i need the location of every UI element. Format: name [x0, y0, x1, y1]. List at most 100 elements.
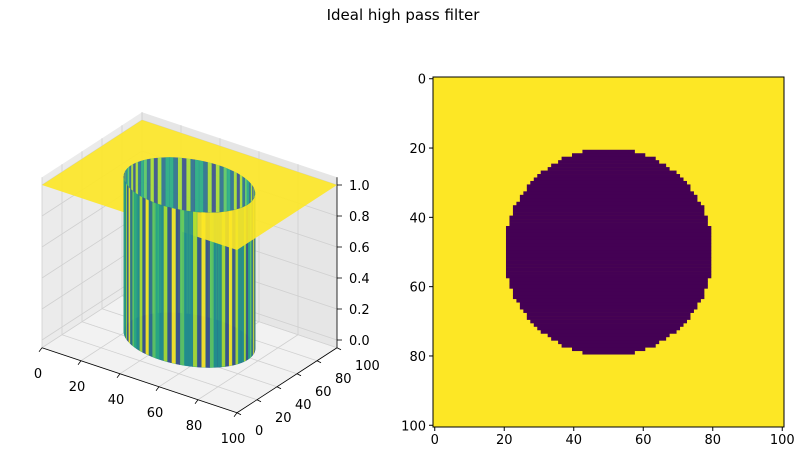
- heatmap-row-segment: [505, 236, 712, 241]
- heatmap-row-segment: [582, 350, 635, 355]
- heatmap-row-segment: [505, 229, 712, 234]
- heatmap-row-segment: [530, 180, 687, 185]
- x-tick-label: 0: [431, 433, 439, 448]
- x-tick-label: 60: [635, 433, 652, 448]
- heatmap-row-segment: [519, 194, 698, 199]
- heatmap-row-segment: [512, 205, 705, 209]
- heatmap-row-segment: [516, 298, 701, 303]
- surface-mesh: [42, 120, 337, 368]
- heatmap-row-segment: [505, 232, 712, 237]
- floor-grid-y: [61, 334, 258, 401]
- heatmap-row-segment: [547, 167, 670, 171]
- heatmap-row-segment: [505, 246, 712, 251]
- heatmap-row-segment: [505, 243, 712, 248]
- y-tick-label: 60: [409, 281, 426, 296]
- y-tick-mark: [256, 399, 262, 403]
- heatmap-row-segment: [547, 333, 670, 338]
- x-tick-label: 100: [221, 432, 246, 447]
- y-tick-mark: [236, 412, 242, 416]
- heatmap-row-segment: [558, 160, 660, 164]
- heatmap-row-segment: [526, 312, 691, 317]
- heatmap-row-segment: [505, 274, 712, 279]
- heatmap-row-segment: [551, 163, 667, 168]
- x-tick-label: 40: [565, 433, 582, 448]
- heatmap-row-segment: [512, 208, 705, 213]
- x-tick-mark: [77, 360, 82, 365]
- x-tick-label: 100: [770, 433, 795, 448]
- heatmap-row-segment: [523, 309, 694, 313]
- y-tick-label: 40: [295, 398, 312, 413]
- 3d-axis-lines: [41, 177, 338, 414]
- heatmap-row-segment: [509, 215, 708, 220]
- y-tick-label: 20: [275, 411, 292, 426]
- heatmap-row-segment: [526, 184, 691, 189]
- heatmap-row-segment: [540, 170, 677, 175]
- y-tick-label: 100: [401, 419, 426, 434]
- y-tick-label: 80: [335, 372, 352, 387]
- heatmap-row-segment: [509, 284, 708, 289]
- y-tick-label: 0: [255, 424, 263, 439]
- heatmap-row-segment: [509, 281, 708, 286]
- z-tick-label: 0.2: [349, 303, 370, 318]
- heatmap-row-segment: [533, 177, 684, 182]
- y-tick-label: 80: [409, 350, 426, 365]
- heatmap-row-segment: [582, 149, 635, 154]
- y-tick-label: 0: [418, 73, 426, 88]
- x-tick-mark: [38, 347, 43, 352]
- x-tick-label: 20: [496, 433, 513, 448]
- z-tick-label: 1.0: [349, 179, 370, 194]
- heatmap-row-segment: [519, 302, 698, 307]
- x-tick-label: 60: [147, 406, 164, 421]
- heatmap-row-segment: [516, 201, 701, 206]
- heatmap-row-segment: [512, 212, 705, 216]
- heatmap-row-segment: [512, 295, 705, 300]
- heatmap-row-segment: [572, 347, 646, 352]
- heatmap-row-segment: [505, 267, 712, 272]
- figure-title: Ideal high pass filter: [326, 6, 480, 24]
- heatmap-row-segment: [533, 323, 684, 327]
- heatmap-row-segment: [505, 271, 712, 275]
- y-tick-label: 100: [355, 359, 380, 374]
- heatmap-row-segment: [537, 326, 681, 331]
- heatmap-row-segment: [505, 260, 712, 265]
- heatmap-row-segment: [519, 305, 698, 310]
- heatmap-row-segment: [505, 257, 712, 261]
- x-tick-mark: [155, 386, 160, 391]
- heatmap-row-segment: [537, 174, 681, 178]
- heatmap-row-segment: [505, 264, 712, 268]
- heatmap-row-segment: [540, 329, 677, 334]
- x-axis-line: [41, 347, 238, 414]
- x-tick-mark: [233, 412, 238, 417]
- 3d-tick-labels: 0204060801000204060801000.00.20.40.60.81…: [34, 179, 380, 447]
- heatmap-row-segment: [551, 336, 667, 341]
- y-tick-mark: [276, 386, 282, 390]
- z-tick-label: 0.0: [349, 334, 370, 349]
- z-tick-label: 0.6: [349, 241, 370, 256]
- heatmap-row-segment: [512, 288, 705, 293]
- y-tick-mark: [316, 360, 322, 364]
- surface-top-plane: [42, 120, 337, 250]
- heatmap-row-segment: [558, 340, 660, 345]
- y-tick-label: 20: [409, 142, 426, 157]
- heatmap-row-segment: [526, 316, 691, 320]
- heatmap-row-segment: [512, 291, 705, 296]
- heatmap-row-segment: [509, 219, 708, 223]
- y-tick-mark: [296, 373, 302, 377]
- heatmap-row-segment: [509, 277, 708, 282]
- heatmap-row-segment: [505, 239, 712, 244]
- x-tick-label: 20: [69, 380, 86, 395]
- heatmap-frame: [432, 76, 785, 428]
- heatmap-row-segment: [509, 222, 708, 227]
- heatmap-row-segment: [561, 343, 656, 348]
- x-tick-mark: [116, 373, 121, 378]
- heatmap-row-segment: [523, 191, 694, 196]
- heatmap-row-segment: [505, 250, 712, 255]
- heatmap-row-segment: [530, 319, 687, 324]
- y-tick-mark: [336, 347, 342, 351]
- heatmap-row-segment: [572, 153, 646, 158]
- heatmap-row-segment: [519, 198, 698, 203]
- heatmap-row-segment: [505, 253, 712, 258]
- y-tick-label: 60: [315, 385, 332, 400]
